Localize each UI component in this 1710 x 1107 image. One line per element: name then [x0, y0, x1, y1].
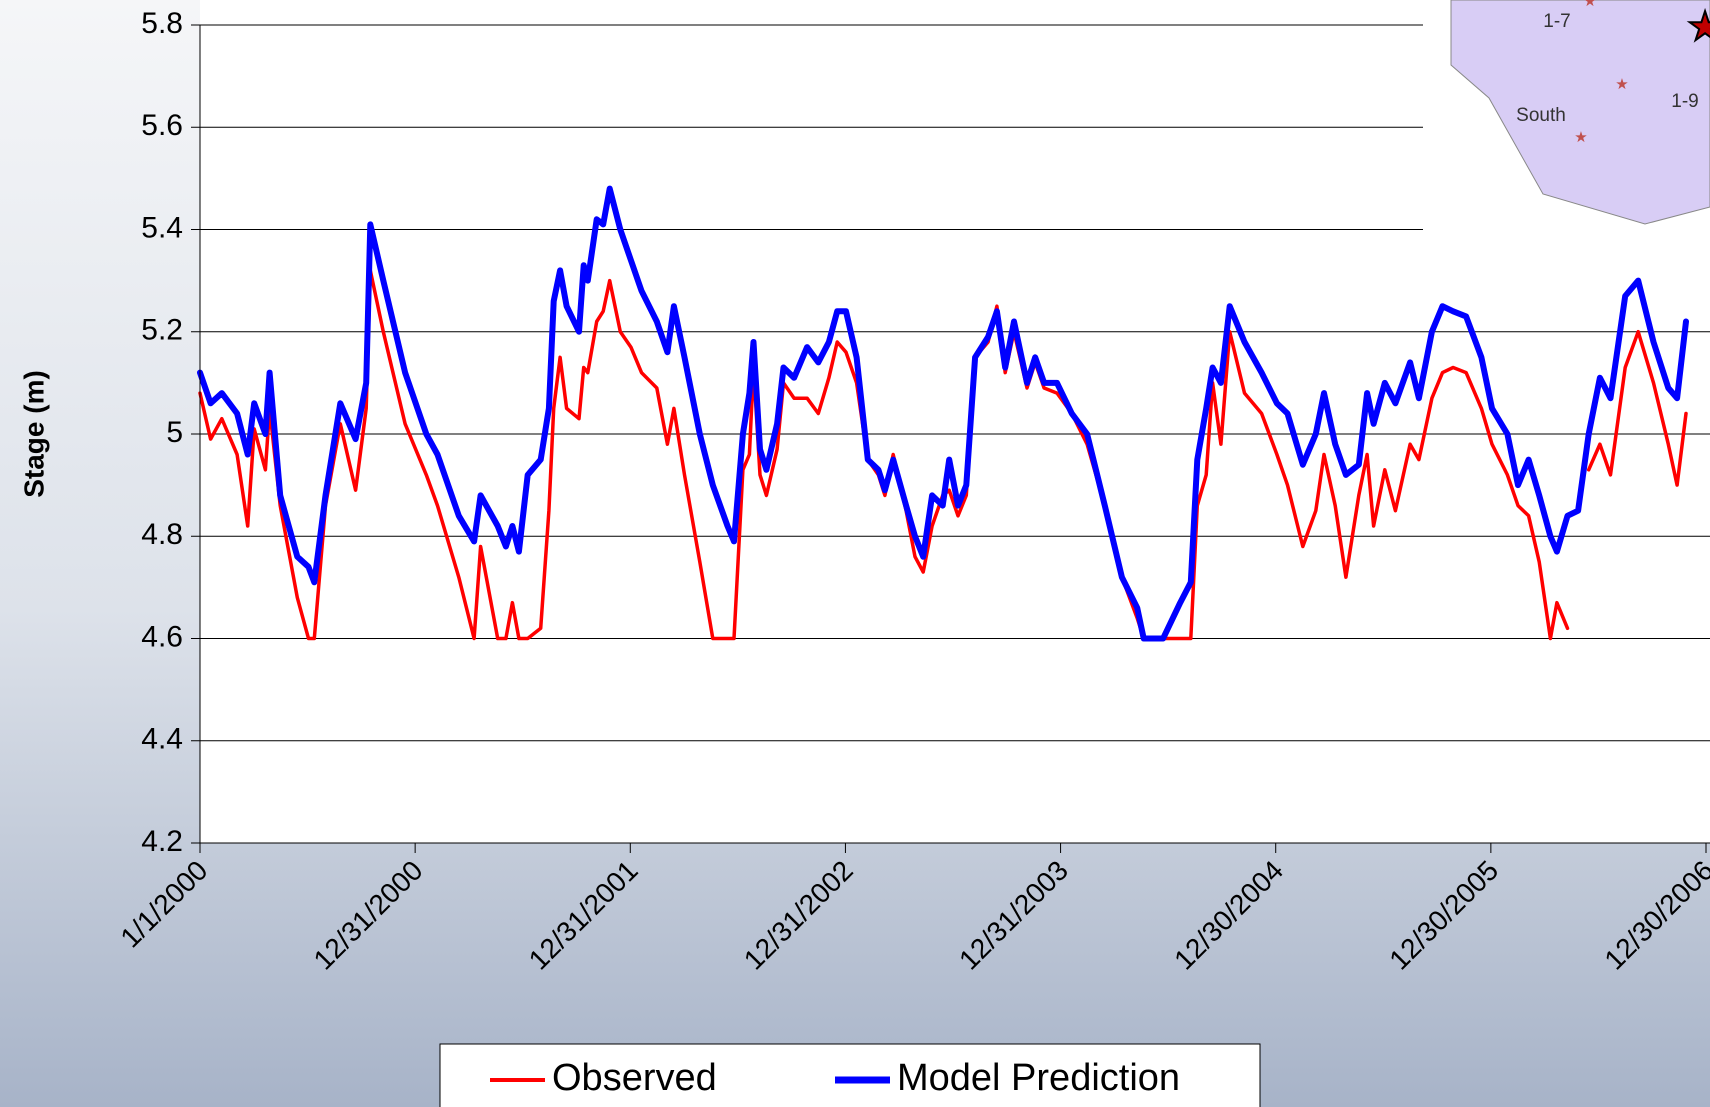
- x-tick-label: 12/30/2005: [1383, 855, 1504, 976]
- inset-star: ★: [1583, 0, 1596, 10]
- x-tick-label: 1/1/2000: [114, 855, 213, 954]
- inset-star: ★: [1574, 129, 1587, 146]
- y-tick-label: 5.6: [141, 109, 183, 142]
- x-tick-label: 12/30/2006: [1598, 855, 1710, 976]
- x-tick-label: 12/30/2004: [1168, 855, 1289, 976]
- legend-box: [439, 1043, 1261, 1107]
- y-tick-label: 5: [166, 416, 183, 449]
- x-tick-label: 12/31/2000: [308, 855, 429, 976]
- inset-label: 1-9: [1671, 91, 1698, 112]
- inset-label: South: [1516, 105, 1566, 126]
- lines: [197, 185, 1689, 642]
- legend-label: Model Prediction: [897, 1057, 1180, 1099]
- inset-star: ★: [1615, 76, 1628, 93]
- y-tick-label: 4.4: [141, 723, 183, 756]
- x-tick-label: 12/31/2002: [738, 855, 859, 976]
- y-tick-label: 5.8: [141, 7, 183, 40]
- inset-region: [1450, 0, 1710, 225]
- y-tick-label: 5.4: [141, 211, 183, 244]
- y-axis-label: Stage (m): [18, 370, 49, 498]
- x-tick-label: 12/31/2001: [523, 855, 644, 976]
- legend-label: Observed: [552, 1057, 717, 1099]
- x-tick-label: 12/31/2003: [953, 855, 1074, 976]
- inset-map: 1-7 ★ 1-9 ★ South ★ ★: [1423, 0, 1710, 249]
- y-tick-label: 4.8: [141, 518, 183, 551]
- inset-label: 1-7: [1543, 11, 1570, 32]
- y-tick-label: 5.2: [141, 314, 183, 347]
- series-line: [197, 185, 1689, 642]
- legend: Observed Model Prediction: [439, 1043, 1261, 1107]
- y-tick-label: 4.2: [141, 825, 183, 858]
- y-tick-label: 4.6: [141, 620, 183, 653]
- inset-star: ★: [1687, 5, 1710, 49]
